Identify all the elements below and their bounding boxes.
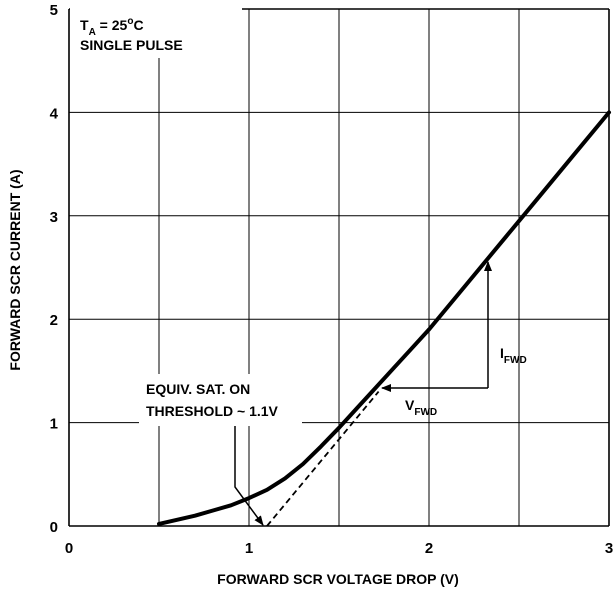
y-tick-label: 4 [50, 105, 59, 122]
threshold-pointer-arrow [234, 426, 264, 526]
conditions-label-background [70, 6, 242, 58]
y-axis-title: FORWARD SCR CURRENT (A) [7, 169, 23, 370]
forward-current-curve [157, 110, 611, 526]
y-tick-label: 0 [50, 519, 58, 536]
conditions-label-line1: TA = 25oC [80, 16, 144, 38]
y-tick-label: 2 [50, 312, 58, 329]
grid-lines [68, 8, 610, 527]
threshold-label-line2: THRESHOLD ~ 1.1V [146, 403, 279, 419]
ifwd-label: IFWD [500, 345, 527, 366]
y-tick-label: 5 [50, 2, 58, 19]
conditions-label-line2: SINGLE PULSE [80, 37, 183, 53]
y-tick-label: 3 [50, 209, 58, 226]
y-tick-labels: 0 1 2 3 4 5 [50, 2, 59, 536]
x-tick-label: 3 [605, 540, 613, 557]
threshold-label-line1: EQUIV. SAT. ON [146, 381, 250, 397]
x-tick-labels: 0 1 2 3 [65, 540, 613, 557]
y-tick-label: 1 [50, 416, 58, 433]
x-tick-label: 0 [65, 540, 73, 557]
tangent-dashed-line [266, 391, 380, 527]
threshold-label-background [139, 374, 302, 426]
x-axis-title: FORWARD SCR VOLTAGE DROP (V) [217, 571, 459, 587]
x-tick-label: 2 [425, 540, 433, 557]
x-tick-label: 1 [245, 540, 253, 557]
vfwd-label: VFWD [405, 397, 437, 418]
